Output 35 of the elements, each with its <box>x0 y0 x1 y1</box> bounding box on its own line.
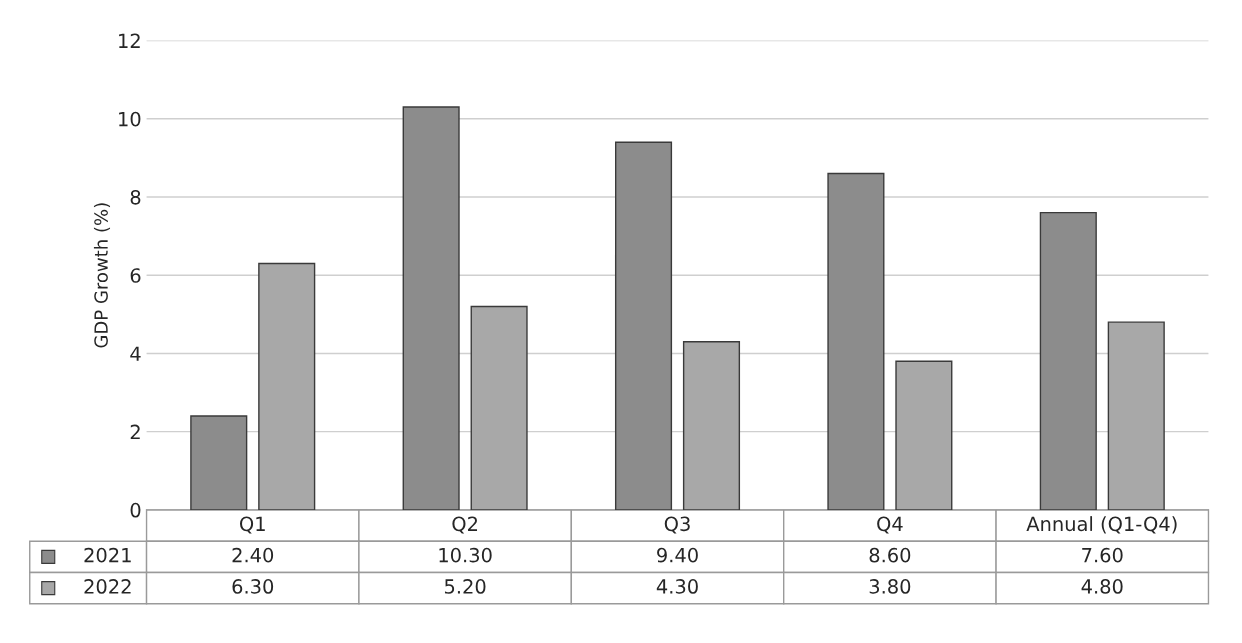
y-tick-label: 2 <box>130 424 140 440</box>
x-tick-label: Q1 <box>240 516 265 534</box>
data-label: 6.30 <box>232 579 274 594</box>
bar <box>1107 321 1165 510</box>
bar <box>614 141 673 510</box>
bar <box>190 415 248 510</box>
data-label: 4.80 <box>1081 579 1123 594</box>
bar <box>895 360 953 510</box>
data-label: 7.60 <box>1082 547 1123 563</box>
x-tick-label: Q3 <box>664 516 690 534</box>
y-tick-label: 8 <box>130 189 141 205</box>
bar <box>1039 211 1097 510</box>
x-tick-label: Q4 <box>877 516 903 534</box>
data-label: 10.30 <box>439 547 492 563</box>
data-label: 4.30 <box>656 579 698 594</box>
y-tick-label: 0 <box>130 502 141 518</box>
y-tick-label: 12 <box>119 33 140 48</box>
bar <box>827 172 885 510</box>
y-tick-label: 4 <box>130 346 141 361</box>
data-label: 8.60 <box>869 547 911 563</box>
bar <box>470 305 528 510</box>
data-label: 2.40 <box>232 547 274 563</box>
x-tick-label: Annual (Q1-Q4) <box>1026 516 1177 534</box>
x-tick-label: Q2 <box>452 516 478 534</box>
legend-label: 2022 <box>84 579 131 594</box>
y-tick-label: 6 <box>130 268 141 283</box>
legend-label: 2021 <box>84 547 131 563</box>
data-label: 5.20 <box>444 579 486 594</box>
bar <box>402 106 460 510</box>
bar <box>682 341 741 510</box>
y-tick-label: 10 <box>119 111 141 127</box>
bar <box>258 262 316 510</box>
data-label: 3.80 <box>869 579 911 594</box>
data-label: 9.40 <box>657 547 698 563</box>
y-axis-title: GDP Growth (%) <box>93 203 111 348</box>
